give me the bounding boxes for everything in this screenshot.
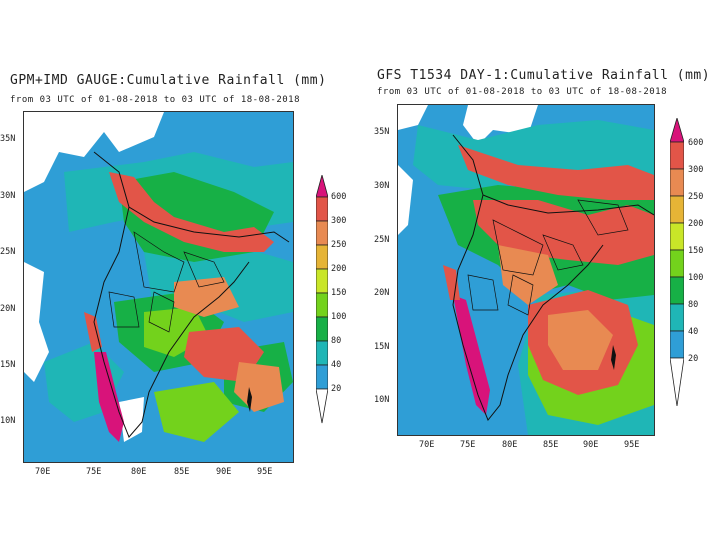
right-colorbar-label: 80 — [688, 300, 699, 310]
right-colorbar-label: 150 — [688, 246, 704, 256]
right-lat-label: 15N — [374, 342, 390, 352]
right-lon-label: 85E — [543, 440, 559, 450]
left-lat-label: 25N — [0, 247, 16, 257]
right-lat-label: 25N — [374, 235, 390, 245]
left-lat-label: 20N — [0, 304, 16, 314]
right-lat-label: 20N — [374, 288, 390, 298]
left-lat-label: 15N — [0, 360, 16, 370]
left-colorbar-label: 250 — [331, 240, 347, 250]
right-colorbar-label: 40 — [688, 327, 699, 337]
left-colorbar-label: 80 — [331, 336, 342, 346]
left-lat-label: 10N — [0, 416, 16, 426]
right-colorbar-label: 20 — [688, 354, 699, 364]
left-colorbar-label: 20 — [331, 384, 342, 394]
left-lon-label: 95E — [257, 467, 273, 477]
right-lon-label: 95E — [624, 440, 640, 450]
left-lon-label: 90E — [216, 467, 232, 477]
right-rainfall-map — [397, 104, 655, 436]
left-lat-label: 30N — [0, 191, 16, 201]
right-lon-label: 70E — [419, 440, 435, 450]
right-colorbar-label: 300 — [688, 165, 704, 175]
right-lat-label: 30N — [374, 181, 390, 191]
left-colorbar-label: 600 — [331, 192, 347, 202]
left-lon-label: 80E — [131, 467, 147, 477]
right-lat-label: 10N — [374, 395, 390, 405]
right-colorbar-label: 100 — [688, 273, 704, 283]
right-colorbar-label: 600 — [688, 138, 704, 148]
right-colorbar — [669, 116, 685, 408]
left-colorbar-label: 100 — [331, 312, 347, 322]
right-lon-label: 80E — [502, 440, 518, 450]
right-lon-label: 75E — [460, 440, 476, 450]
right-colorbar-label: 250 — [688, 192, 704, 202]
right-lon-label: 90E — [583, 440, 599, 450]
left-panel-subtitle: from 03 UTC of 01-08-2018 to 03 UTC of 1… — [10, 95, 301, 105]
left-colorbar — [315, 173, 329, 425]
left-lon-label: 70E — [35, 467, 51, 477]
left-panel-title: GPM+IMD GAUGE:Cumulative Rainfall (mm) — [10, 73, 327, 88]
left-colorbar-label: 300 — [331, 216, 347, 226]
right-lat-label: 35N — [374, 127, 390, 137]
left-colorbar-label: 150 — [331, 288, 347, 298]
left-lat-label: 35N — [0, 134, 16, 144]
left-colorbar-label: 40 — [331, 360, 342, 370]
right-panel-subtitle: from 03 UTC of 01-08-2018 to 03 UTC of 1… — [377, 87, 668, 97]
right-panel-title: GFS T1534 DAY-1:Cumulative Rainfall (mm) — [377, 68, 711, 83]
left-colorbar-label: 200 — [331, 264, 347, 274]
left-lon-label: 75E — [86, 467, 102, 477]
right-colorbar-label: 200 — [688, 219, 704, 229]
left-rainfall-map — [23, 111, 294, 463]
left-lon-label: 85E — [174, 467, 190, 477]
